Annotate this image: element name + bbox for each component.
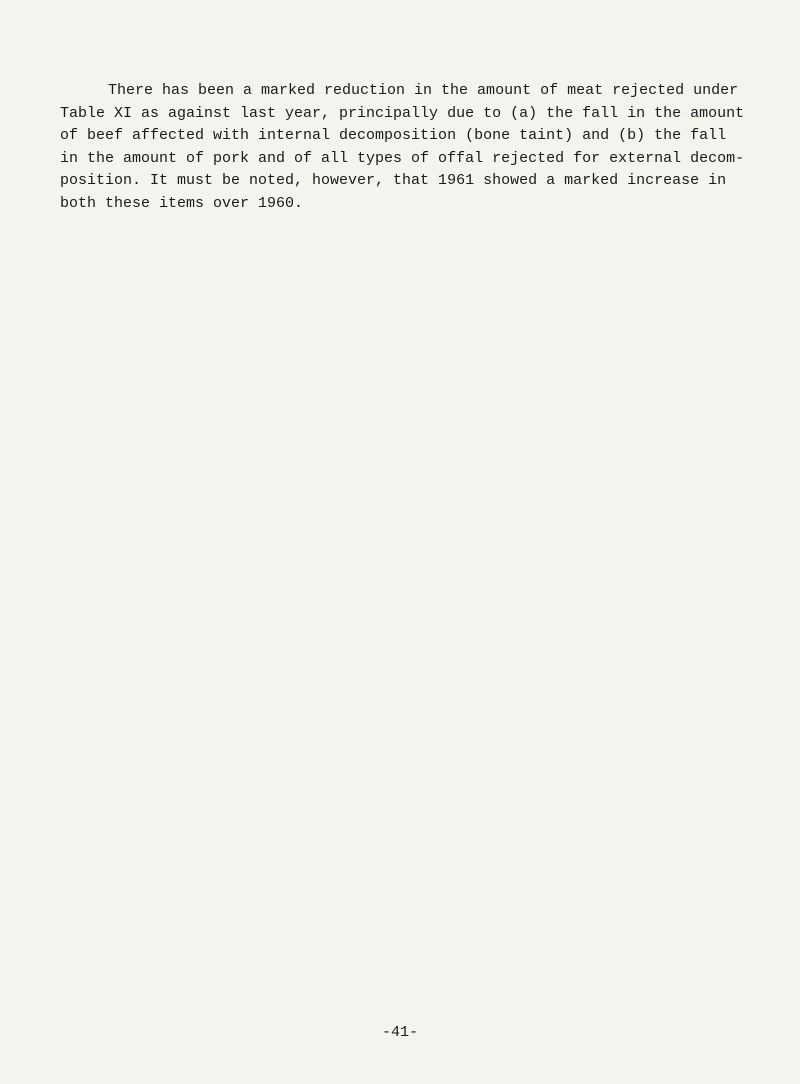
page-number: -41- <box>0 1022 800 1045</box>
body-paragraph: There has been a marked reduction in the… <box>60 80 750 215</box>
document-page: There has been a marked reduction in the… <box>0 0 800 1084</box>
